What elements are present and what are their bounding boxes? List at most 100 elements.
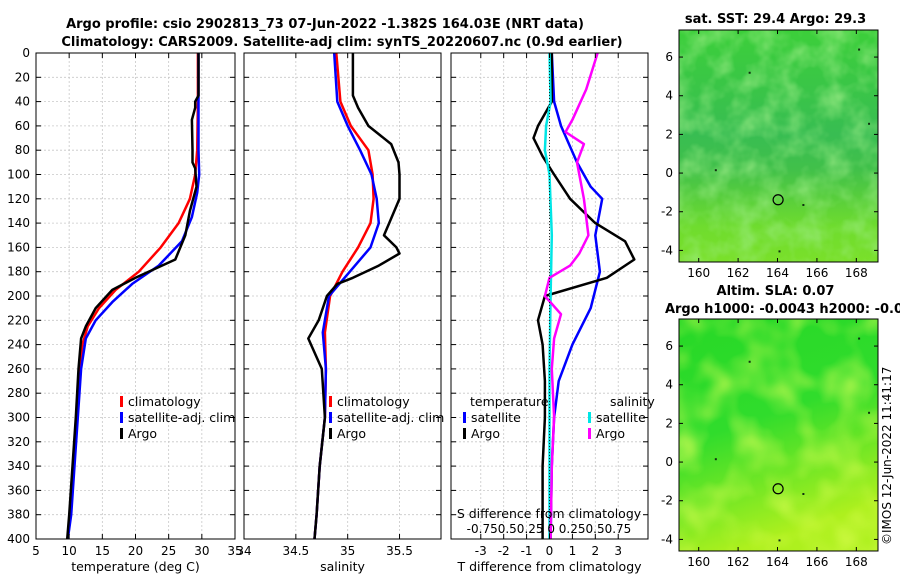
map-x-tick-label: 162 (727, 266, 750, 280)
legend-label: satellite (471, 410, 521, 425)
map-speck (868, 411, 871, 414)
x-tick-label: 5 (32, 544, 40, 558)
legend-swatch (120, 428, 123, 439)
series-line-satellite-adj-clim (66, 53, 201, 540)
top-x-axis-label: S difference from climatology (457, 506, 642, 521)
map-x-tick-label: 166 (805, 555, 828, 569)
legend-label: Argo (596, 426, 625, 441)
temperature-panel: 5 10 15 20 25 30 35 0 20 40 60 80 100 120 140 160 180 200… (7, 46, 243, 574)
legend-label: Argo (471, 426, 500, 441)
map-x-tick-label: 162 (727, 555, 750, 569)
y-tick-label: 220 (7, 313, 30, 327)
x-tick-label: 35 (227, 544, 242, 558)
y-tick-label: 280 (7, 386, 30, 400)
map-frame (678, 29, 879, 263)
y-tick-label: 240 (7, 338, 30, 352)
x-tick-label: 15 (95, 544, 110, 558)
map-speck (802, 493, 805, 495)
x-tick-label: 30 (194, 544, 209, 558)
map-y-tick-label: 2 (665, 416, 673, 430)
map-x-tick-label: 168 (845, 266, 868, 280)
x-tick-label: 3 (614, 544, 622, 558)
map-y-tick-label: 0 (665, 166, 673, 180)
legend-swatch (329, 396, 332, 407)
series-line-argo (307, 53, 401, 540)
legend-label: Argo (128, 426, 157, 441)
figure-title-line1: Argo profile: csio 2902813_73 07-Jun-202… (66, 17, 584, 32)
argo-location-marker (772, 483, 784, 495)
legend-label: satellite-adj. clim (337, 410, 444, 425)
map-x-tick-label: 160 (687, 266, 710, 280)
legend-label: satellite-adj. clim (128, 410, 235, 425)
x-axis-label: salinity (320, 559, 365, 574)
map-speck (868, 122, 871, 125)
x-tick-label: -1 (521, 544, 533, 558)
map-x-tick-label: 168 (845, 555, 868, 569)
y-tick-label: 400 (7, 532, 30, 546)
map-speck (858, 48, 861, 51)
y-tick-label: 380 (7, 508, 30, 522)
x-tick-label: 35 (340, 544, 355, 558)
y-tick-label: 340 (7, 459, 30, 473)
series-line-salinity-satellite (543, 52, 554, 539)
legend-swatch (329, 428, 332, 439)
legend-swatch (329, 412, 332, 423)
x-tick-label: 34 (236, 544, 251, 558)
sst-map-panel: 160 162 164 166 168 6 4 2 0 -2 -4 sat. SST: 29.4 Ar… (661, 12, 879, 280)
legend-header-salinity: salinity (610, 394, 655, 409)
map-speck (748, 71, 751, 74)
map-y-tick-label: -2 (661, 494, 673, 508)
difference-panel: -3 -2 -1 0 1 2 3T difference from climatology t… (450, 52, 655, 574)
series-line-salinity-argo (543, 52, 599, 540)
map-texture (679, 319, 878, 551)
salinity-panel: 34 34.5 35 35.5 salinity climatologysatellite… (236, 52, 444, 574)
legend-label: satellite (596, 410, 646, 425)
map-y-tick-label: 6 (665, 339, 673, 353)
series-line-temperature-argo (532, 53, 636, 539)
map-speck (802, 204, 805, 206)
y-tick-label: 320 (7, 435, 30, 449)
figure-title-line2: Climatology: CARS2009. Satellite-adj cli… (61, 35, 622, 50)
map-x-tick-label: 166 (805, 266, 828, 280)
legend-header-temperature: temperature (470, 394, 549, 409)
top-x-tick-labels: -0.750.50.25 0 0.250.50.75 (467, 522, 632, 536)
legend-swatch (463, 428, 466, 439)
y-tick-label: 100 (7, 168, 30, 182)
map-texture (679, 30, 878, 262)
map-y-tick-label: -2 (661, 205, 673, 219)
legend-label: Argo (337, 426, 366, 441)
legend-swatch (120, 412, 123, 423)
argo-location-marker (772, 194, 784, 206)
x-axis-label: T difference from climatology (456, 559, 642, 574)
map-x-tick-label: 164 (766, 266, 789, 280)
y-tick-label: 20 (15, 70, 30, 84)
x-tick-label: 0 (546, 544, 554, 558)
x-tick-label: 2 (591, 544, 599, 558)
y-tick-label: 60 (15, 119, 30, 133)
map-speck (714, 169, 717, 172)
imos-timestamp: ©IMOS 12-Jun-2022 11:41:17 (880, 366, 894, 545)
map-subtitle: Argo h1000: -0.0043 h2000: -0.01 (665, 302, 900, 317)
legend-swatch (120, 396, 123, 407)
map-speck (714, 458, 717, 461)
y-tick-label: 300 (7, 411, 30, 425)
y-tick-label: 40 (15, 95, 30, 109)
map-y-tick-label: 4 (665, 378, 673, 392)
x-tick-label: 35.5 (386, 544, 413, 558)
map-y-tick-label: -4 (661, 532, 673, 546)
y-tick-label: 0 (22, 46, 30, 60)
legend-label: climatology (337, 394, 410, 409)
sla-map-panel: 160 162 164 166 168 6 4 2 0 -2 -4 Altim. SLA: 0.07 A… (661, 284, 900, 569)
map-y-tick-label: 2 (665, 127, 673, 141)
map-frame (678, 318, 879, 552)
y-tick-label: 160 (7, 240, 30, 254)
x-tick-label: -3 (475, 544, 487, 558)
y-tick-label: 120 (7, 192, 30, 206)
y-tick-label: 80 (15, 143, 30, 157)
x-tick-label: 20 (128, 544, 143, 558)
map-title: sat. SST: 29.4 Argo: 29.3 (685, 12, 866, 27)
map-y-tick-label: 0 (665, 455, 673, 469)
legend-swatch (588, 412, 591, 423)
map-speck (778, 250, 781, 253)
